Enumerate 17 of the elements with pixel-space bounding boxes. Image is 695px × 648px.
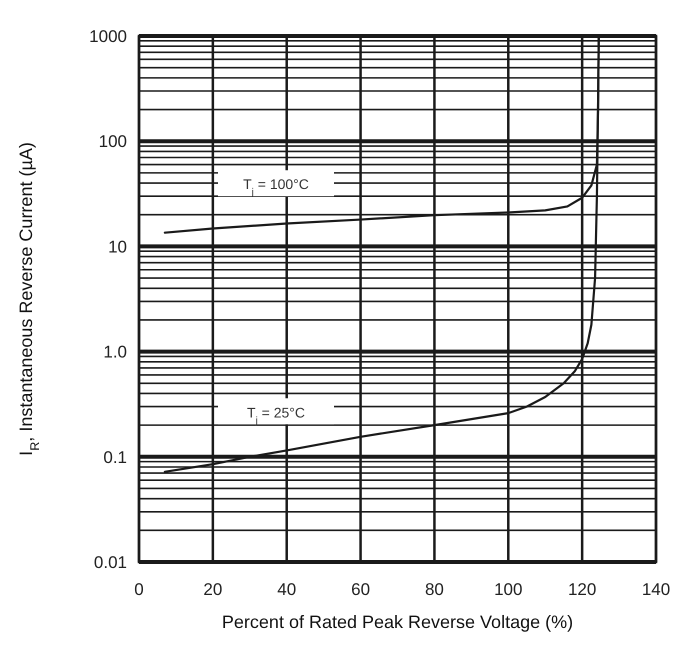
y-tick-label: 0.1 [103,448,127,467]
series-label: T$_{j}$ = 25°C [247,404,306,426]
x-tick-label: 140 [642,580,670,599]
x-tick-label: 120 [568,580,596,599]
y-tick-label: 1000 [89,27,127,46]
y-tick-label: 10 [108,237,127,256]
x-tick-label: 20 [203,580,222,599]
x-tick-label: 0 [134,580,144,599]
y-tick-label: 1.0 [103,342,127,362]
x-axis-title: Percent of Rated Peak Reverse Voltage (%) [222,612,574,632]
y-tick-label: 0.01 [94,553,127,572]
x-tick-label: 60 [351,580,370,599]
series-label: T$_{j}$ = 100°C [243,176,309,198]
x-tick-label: 100 [494,580,522,599]
y-tick-label: 100 [98,132,127,152]
x-tick-label: 80 [424,580,444,599]
x-tick-label: 40 [277,580,296,599]
